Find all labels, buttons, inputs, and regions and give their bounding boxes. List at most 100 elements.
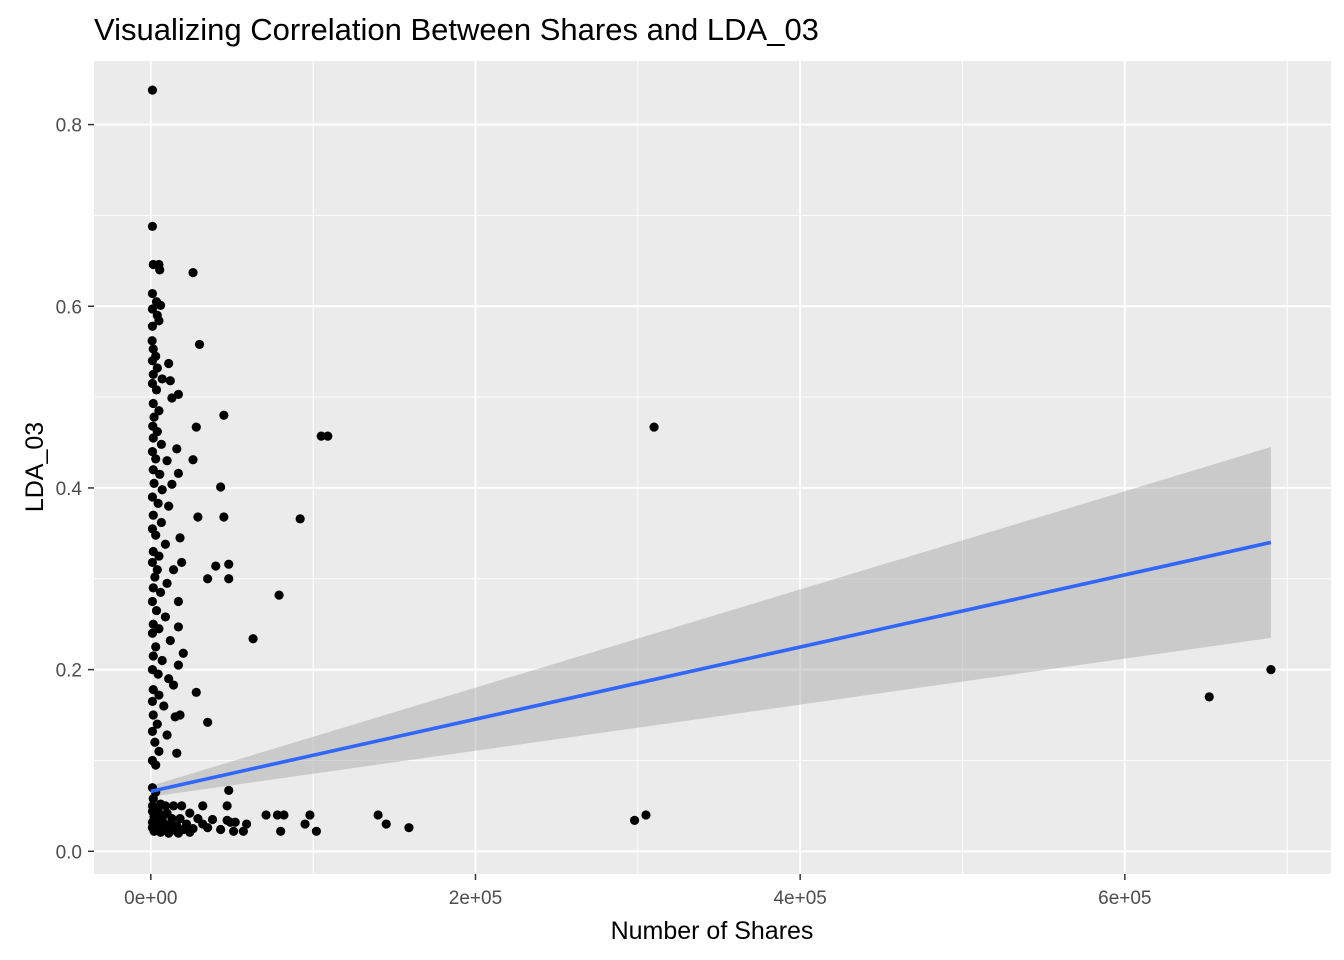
- data-point: [147, 726, 158, 736]
- data-point: [177, 557, 187, 568]
- data-point: [147, 304, 158, 314]
- data-point: [279, 810, 289, 820]
- data-point: [203, 823, 213, 833]
- data-point: [173, 468, 184, 479]
- data-point: [151, 454, 161, 464]
- data-point: [162, 730, 172, 740]
- data-point: [151, 385, 162, 395]
- data-point: [272, 810, 283, 820]
- axis-ticks: 0e+00 2e+05 4e+05 6e+05 0.0 0.2 0.4 0.6 0.8: [56, 116, 1152, 909]
- data-point: [373, 810, 383, 820]
- data-point: [155, 265, 165, 275]
- data-point: [173, 660, 184, 670]
- data-point: [162, 578, 172, 588]
- data-point: [153, 669, 163, 679]
- data-point: [148, 398, 158, 409]
- data-point: [225, 817, 235, 827]
- y-axis-title: LDA_03: [21, 422, 49, 512]
- x-tick-label: 0e+00: [124, 888, 177, 909]
- data-point: [649, 422, 659, 432]
- data-point: [153, 498, 163, 508]
- data-point: [151, 642, 161, 652]
- data-point: [160, 612, 171, 622]
- data-point: [173, 596, 184, 607]
- data-point: [191, 422, 201, 432]
- data-point: [295, 514, 305, 524]
- data-point: [175, 813, 185, 824]
- data-point: [300, 819, 310, 829]
- data-point: [152, 719, 162, 729]
- data-point: [188, 455, 198, 465]
- data-point: [148, 651, 158, 661]
- data-point: [147, 321, 158, 331]
- data-point: [147, 557, 158, 568]
- data-point: [1204, 692, 1214, 702]
- data-point: [185, 808, 195, 818]
- data-point: [222, 801, 232, 811]
- data-point: [311, 826, 322, 836]
- data-point: [147, 356, 158, 366]
- data-point: [151, 530, 161, 540]
- data-point: [150, 737, 160, 747]
- data-point: [151, 605, 162, 616]
- data-point: [151, 760, 161, 770]
- data-point: [164, 358, 174, 369]
- data-point: [168, 801, 179, 811]
- data-point: [229, 826, 239, 836]
- data-point: [216, 824, 226, 835]
- data-point: [168, 680, 179, 690]
- data-point: [170, 712, 180, 722]
- data-point: [154, 746, 164, 756]
- data-point: [157, 655, 167, 666]
- trend-line: [150, 540, 1272, 794]
- data-point: [147, 221, 158, 231]
- data-point: [149, 412, 159, 422]
- data-point: [155, 587, 166, 598]
- data-point: [159, 701, 169, 711]
- y-tick-label: 0.0: [56, 842, 82, 863]
- data-point: [238, 826, 248, 836]
- data-point: [216, 482, 226, 492]
- data-point: [198, 801, 208, 811]
- data-point: [178, 648, 188, 658]
- data-point: [148, 510, 158, 520]
- chart-title: Visualizing Correlation Between Shares a…: [94, 12, 819, 47]
- data-point: [156, 439, 166, 449]
- data-point: [194, 339, 205, 350]
- data-point: [207, 814, 218, 825]
- data-point: [188, 268, 198, 278]
- data-point: [160, 539, 171, 549]
- data-point: [224, 559, 234, 569]
- x-tick-label: 4e+05: [773, 888, 826, 909]
- data-point: [154, 406, 164, 416]
- confidence-band: [150, 447, 1271, 797]
- data-point: [147, 492, 158, 502]
- data-point: [147, 596, 158, 607]
- data-point: [155, 827, 166, 837]
- data-point: [241, 819, 252, 829]
- data-point: [172, 444, 182, 454]
- data-point: [219, 512, 229, 522]
- y-tick-label: 0.8: [56, 116, 82, 137]
- data-point: [165, 376, 175, 386]
- data-point: [148, 583, 158, 593]
- data-point: [191, 687, 201, 697]
- data-point: [185, 827, 195, 837]
- data-point: [224, 785, 234, 796]
- data-point: [156, 517, 166, 528]
- data-point: [150, 572, 160, 582]
- data-point: [147, 288, 158, 299]
- data-point: [305, 810, 315, 820]
- data-point: [147, 336, 157, 346]
- data-point: [148, 344, 158, 354]
- y-tick-label: 0.6: [56, 297, 82, 318]
- data-point: [323, 431, 333, 441]
- data-point: [164, 828, 174, 838]
- data-point: [148, 433, 158, 443]
- data-point: [173, 828, 184, 838]
- data-point: [165, 635, 175, 646]
- data-point: [147, 447, 158, 457]
- data-point: [177, 801, 187, 811]
- data-point: [152, 565, 162, 575]
